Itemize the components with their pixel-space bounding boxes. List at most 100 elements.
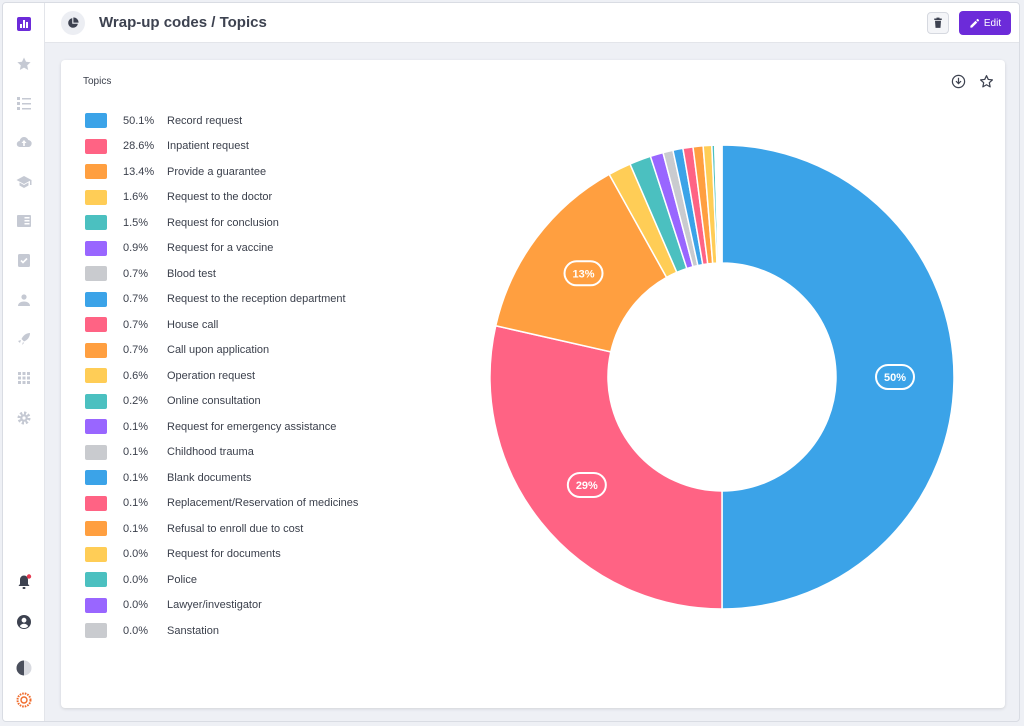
legend-percent: 0.0% (123, 599, 149, 612)
legend-swatch (85, 546, 107, 562)
legend-swatch (85, 368, 107, 384)
sidebar (3, 3, 45, 721)
pencil-icon (970, 18, 979, 28)
doughnut-svg: 50% 29% 13% (489, 144, 955, 610)
legend-percent: 0.9% (123, 242, 149, 255)
book-icon[interactable] (13, 210, 35, 232)
legend-swatch (85, 521, 107, 537)
legend-item[interactable]: 13.4% Provide a guarantee (85, 159, 445, 185)
legend-percent: 1.6% (123, 191, 149, 204)
legend-item[interactable]: 0.9% Request for a vaccine (85, 236, 445, 262)
legend-label: Operation request (167, 369, 256, 382)
legend-item[interactable]: 0.0% Police (85, 567, 445, 593)
legend-item[interactable]: 0.7% Blood test (85, 261, 445, 287)
legend-item[interactable]: 0.1% Childhood trauma (85, 440, 445, 466)
svg-text:13%: 13% (573, 268, 595, 280)
apps-grid-icon[interactable] (13, 367, 35, 389)
legend-item[interactable]: 28.6% Inpatient request (85, 134, 445, 160)
legend-label: Blank documents (167, 471, 252, 484)
legend-swatch (85, 444, 107, 460)
legend-swatch (85, 495, 107, 511)
legend-swatch (85, 419, 107, 435)
logo-icon (13, 689, 35, 711)
legend-label: House call (167, 318, 219, 331)
slice-record-request[interactable] (721, 144, 955, 610)
legend-label: Replacement/Reservation of medicines (167, 497, 359, 510)
legend-label: Request to the doctor (167, 191, 273, 204)
slice-data-label: 29% (566, 471, 607, 498)
users-icon[interactable] (13, 289, 35, 311)
school-icon[interactable] (13, 171, 35, 193)
trash-icon (934, 17, 942, 28)
favorite-button[interactable] (977, 72, 995, 90)
edit-button[interactable]: Edit (959, 11, 1011, 35)
legend-percent: 28.6% (123, 140, 155, 153)
legend-item[interactable]: 0.0% Lawyer/investigator (85, 593, 445, 619)
legend-percent: 0.1% (123, 420, 149, 433)
legend-item[interactable]: 0.6% Operation request (85, 363, 445, 389)
legend-item[interactable]: 0.7% Request to the reception department (85, 287, 445, 313)
legend-label: Record request (167, 114, 243, 127)
slice-data-label: 50% (875, 364, 915, 390)
legend-item[interactable]: 1.6% Request to the doctor (85, 185, 445, 211)
legend-item[interactable]: 0.0% Request for documents (85, 542, 445, 568)
legend-percent: 0.7% (123, 293, 149, 306)
legend-swatch (85, 317, 107, 333)
star-icon[interactable] (13, 53, 35, 75)
header: Wrap-up codes / Topics Edit (45, 3, 1019, 43)
legend-item[interactable]: 0.1% Refusal to enroll due to cost (85, 516, 445, 542)
legend-label: Blood test (167, 267, 216, 280)
legend-swatch (85, 113, 107, 129)
list-icon[interactable] (13, 92, 35, 114)
legend-label: Request for conclusion (167, 216, 279, 229)
gear-icon[interactable] (13, 407, 35, 429)
legend-item[interactable]: 0.2% Online consultation (85, 389, 445, 415)
legend-percent: 0.1% (123, 446, 149, 459)
card-title: Topics (83, 76, 112, 87)
legend-item[interactable]: 0.0% Sanstation (85, 618, 445, 644)
bar-chart-icon[interactable] (13, 13, 35, 35)
legend-item[interactable]: 0.7% House call (85, 312, 445, 338)
delete-button[interactable] (927, 12, 949, 34)
legend-item[interactable]: 0.1% Replacement/Reservation of medicines (85, 491, 445, 517)
legend-item[interactable]: 0.1% Blank documents (85, 465, 445, 491)
legend-percent: 0.0% (123, 624, 149, 637)
legend-item[interactable]: 50.1% Record request (85, 108, 445, 134)
legend-percent: 0.7% (123, 318, 149, 331)
slice-inpatient-request[interactable] (489, 324, 723, 610)
legend-swatch (85, 189, 107, 205)
theme-toggle-icon[interactable] (13, 657, 35, 679)
legend-percent: 0.0% (123, 573, 149, 586)
cloud-upload-icon[interactable] (13, 131, 35, 153)
slice-refusal-to-enroll-due-to-cost[interactable] (719, 144, 723, 264)
legend-label: Provide a guarantee (167, 165, 267, 178)
clipboard-check-icon[interactable] (13, 249, 35, 271)
svg-text:50%: 50% (884, 372, 906, 384)
legend-label: Childhood trauma (167, 446, 254, 459)
legend-percent: 1.5% (123, 216, 149, 229)
legend-label: Police (167, 573, 197, 586)
legend-swatch (85, 240, 107, 256)
slice-data-label: 13% (563, 260, 604, 287)
edit-button-label: Edit (983, 17, 1002, 29)
legend-item[interactable]: 0.7% Call upon application (85, 338, 445, 364)
legend-percent: 0.7% (123, 344, 149, 357)
legend-label: Request to the reception department (167, 293, 346, 306)
chart-legend: 50.1% Record request 28.6% Inpatient reques… (85, 108, 445, 644)
pie-chart-icon (61, 11, 85, 35)
legend-item[interactable]: 0.1% Request for emergency assistance (85, 414, 445, 440)
legend-item[interactable]: 1.5% Request for conclusion (85, 210, 445, 236)
legend-percent: 0.1% (123, 471, 149, 484)
legend-swatch (85, 138, 107, 154)
legend-label: Request for documents (167, 548, 281, 561)
page-title: Wrap-up codes / Topics (99, 14, 267, 31)
legend-percent: 0.2% (123, 395, 149, 408)
account-icon[interactable] (13, 611, 35, 633)
bell-icon[interactable] (13, 571, 35, 593)
doughnut-chart: 50% 29% 13% (487, 142, 957, 612)
download-icon (951, 74, 965, 88)
legend-swatch (85, 597, 107, 613)
rocket-icon[interactable] (13, 328, 35, 350)
download-button[interactable] (949, 72, 967, 90)
